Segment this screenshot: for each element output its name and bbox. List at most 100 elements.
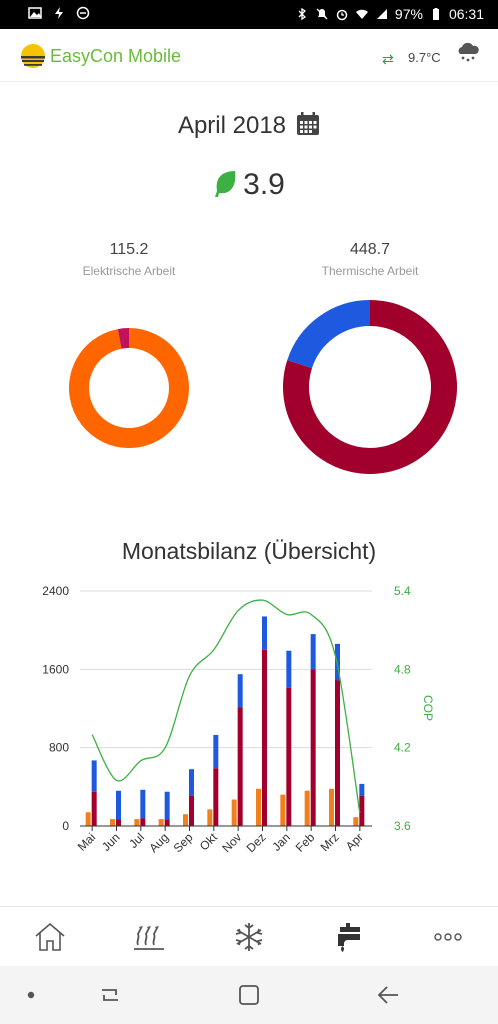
bar-series1-Sep bbox=[189, 795, 194, 826]
electric-work-label: Elektrische Arbeit bbox=[82, 264, 176, 278]
sync-icon[interactable]: ⇄ bbox=[382, 51, 394, 67]
thermal-slice-1 bbox=[287, 300, 371, 369]
electric-work-value: 115.2 bbox=[109, 241, 149, 258]
bar-series1-Apr bbox=[359, 795, 365, 826]
x-tick-label: Jun bbox=[99, 830, 123, 854]
bar-series0-Aug bbox=[158, 819, 164, 826]
bar-series0-Sep bbox=[183, 814, 188, 826]
bar-series2-Nov bbox=[237, 674, 243, 708]
system-navigation-bar bbox=[0, 966, 498, 1024]
back-icon[interactable] bbox=[376, 984, 400, 1006]
bottom-navigation bbox=[0, 906, 498, 967]
battery-level: 97% bbox=[394, 6, 423, 22]
bar-series2-Dez bbox=[262, 616, 267, 650]
cop-line bbox=[91, 599, 361, 814]
x-tick-label: Sep bbox=[171, 830, 196, 855]
app-title: EasyCon Mobile bbox=[50, 46, 182, 66]
bar-series2-Apr bbox=[359, 783, 365, 796]
bar-series0-Okt bbox=[207, 809, 213, 826]
dnd-icon bbox=[76, 6, 90, 20]
bar-series1-Jul bbox=[140, 818, 146, 826]
bar-series1-Jan bbox=[286, 687, 292, 826]
bar-series0-Dez bbox=[256, 788, 261, 826]
thermal-work-donut bbox=[283, 300, 457, 474]
flash-icon bbox=[55, 7, 63, 19]
bar-series0-Feb bbox=[304, 790, 310, 826]
cop-display: 3.9 bbox=[0, 168, 498, 202]
thermal-work-value: 448.7 bbox=[349, 241, 391, 258]
bar-series2-Jul bbox=[140, 789, 146, 819]
period-selector[interactable]: April 2018 bbox=[0, 112, 498, 140]
image-icon bbox=[28, 7, 42, 19]
bar-series1-Dez bbox=[262, 649, 267, 826]
bar-series0-Nov bbox=[231, 799, 237, 826]
bar-series1-Okt bbox=[213, 768, 219, 826]
calendar-icon[interactable] bbox=[296, 112, 320, 136]
water-tap-icon[interactable] bbox=[330, 919, 370, 955]
y2-tick-label: 4.8 bbox=[394, 662, 411, 676]
battery-icon bbox=[432, 8, 439, 20]
easycon-logo bbox=[21, 44, 45, 68]
x-tick-label: Okt bbox=[197, 830, 221, 854]
y2-tick-label: 3.6 bbox=[394, 819, 411, 833]
x-tick-label: Apr bbox=[343, 830, 366, 853]
bar-series2-Jan bbox=[286, 650, 292, 688]
bar-series2-Mai bbox=[91, 760, 97, 792]
home-button-icon[interactable] bbox=[238, 984, 260, 1006]
bluetooth-icon bbox=[298, 7, 306, 21]
x-tick-label: Jul bbox=[126, 830, 147, 851]
x-tick-label: Mai bbox=[75, 830, 99, 854]
bar-series1-Feb bbox=[310, 669, 316, 826]
outdoor-temperature: 9.7°C bbox=[408, 50, 441, 65]
bar-series0-Apr bbox=[353, 817, 359, 826]
cop-value: 3.9 bbox=[243, 168, 285, 201]
bar-series1-Jun bbox=[116, 819, 121, 826]
bar-series1-Aug bbox=[164, 819, 170, 826]
x-tick-label: Jan bbox=[269, 830, 293, 854]
y-tick-label: 0 bbox=[62, 819, 69, 833]
x-tick-label: Mrz bbox=[318, 830, 342, 854]
bar-series2-Sep bbox=[189, 769, 194, 796]
y-tick-label: 2400 bbox=[42, 584, 69, 598]
leaf-icon bbox=[215, 171, 236, 197]
y2-tick-label: 4.2 bbox=[394, 741, 411, 755]
electric-work-donut bbox=[69, 328, 189, 448]
snow-cloud-icon bbox=[458, 42, 479, 62]
signal-icon bbox=[376, 9, 387, 19]
x-tick-label: Aug bbox=[146, 830, 171, 855]
bar-series0-Mrz bbox=[329, 788, 334, 826]
bar-series0-Jun bbox=[110, 819, 115, 826]
bar-series0-Jul bbox=[134, 819, 140, 826]
bar-series1-Mai bbox=[91, 791, 97, 826]
bar-series2-Feb bbox=[310, 634, 316, 670]
y-tick-label: 800 bbox=[49, 741, 69, 755]
bar-series2-Okt bbox=[213, 734, 219, 769]
app-header: EasyCon Mobile ⇄ 9.7°C bbox=[0, 29, 498, 82]
monthly-balance-chart: 0 800 1600 2400 3.6 4.2 4.8 5.4 COP Mai Jun Jul Aug S… bbox=[42, 584, 435, 855]
home-icon[interactable] bbox=[30, 919, 70, 955]
electric-slice-1 bbox=[117, 328, 130, 349]
bar-series2-Mrz bbox=[335, 643, 340, 681]
bar-series2-Aug bbox=[164, 791, 170, 820]
chart-title: Monatsbilanz (Übersicht) bbox=[121, 538, 377, 564]
dot-indicator-icon bbox=[27, 991, 35, 999]
heating-icon[interactable] bbox=[129, 919, 169, 955]
status-bar: 97% 06:31 bbox=[0, 0, 498, 29]
electric-slice-0 bbox=[69, 328, 189, 448]
thermal-slice-0 bbox=[283, 300, 457, 474]
period-label: April 2018 bbox=[177, 112, 287, 139]
cooling-icon[interactable] bbox=[229, 919, 269, 955]
bar-series1-Mrz bbox=[335, 680, 340, 826]
bar-series0-Jan bbox=[280, 794, 286, 826]
y-tick-label: 1600 bbox=[42, 662, 69, 676]
y2-axis-label: COP bbox=[421, 695, 435, 721]
mute-icon bbox=[316, 8, 328, 20]
recent-apps-icon[interactable] bbox=[98, 984, 122, 1006]
more-icon[interactable] bbox=[428, 919, 468, 955]
thermal-work-label: Thermische Arbeit bbox=[321, 264, 419, 278]
bar-series2-Jun bbox=[116, 790, 121, 820]
x-tick-label: Nov bbox=[219, 830, 244, 855]
wifi-icon bbox=[355, 9, 368, 19]
alarm-icon bbox=[336, 9, 348, 21]
x-tick-label: Dez bbox=[244, 830, 269, 855]
